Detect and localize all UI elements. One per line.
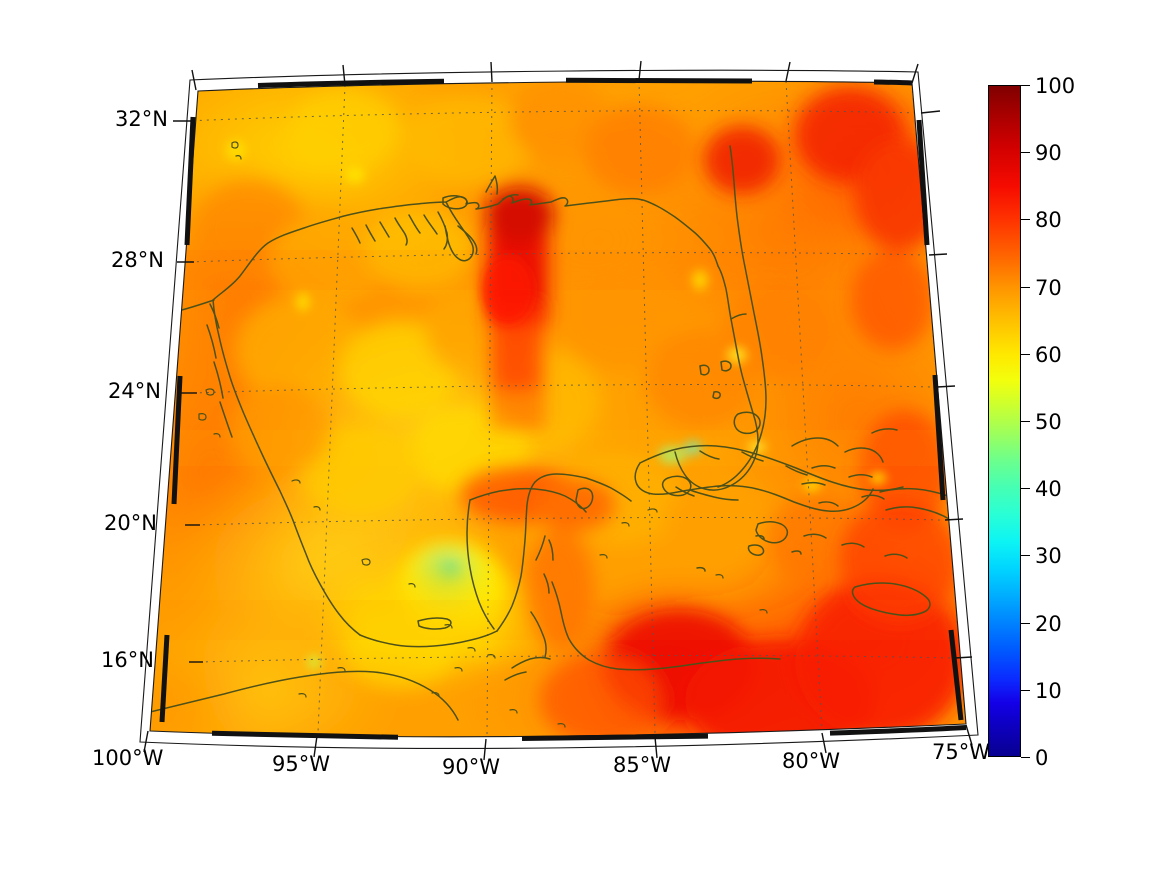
lon-label-100W: 100°W xyxy=(92,746,164,770)
colorbar-tick-80 xyxy=(1021,219,1030,220)
colorbar-tick-40 xyxy=(1021,488,1030,489)
colorbar-label-30: 30 xyxy=(1035,544,1062,568)
lat-label-32N: 32°N xyxy=(115,107,168,131)
graticule xyxy=(150,81,966,736)
lat-label-24N: 24°N xyxy=(108,379,161,403)
lon-label-90W: 90°W xyxy=(442,755,500,779)
colorbar[interactable] xyxy=(988,85,1021,757)
colorbar-label-0: 0 xyxy=(1035,746,1049,770)
colorbar-tick-100 xyxy=(1021,85,1030,86)
colorbar-label-100: 100 xyxy=(1035,74,1076,98)
colorbar-label-40: 40 xyxy=(1035,477,1062,501)
lon-label-80W: 80°W xyxy=(782,749,840,773)
colorbar-tick-60 xyxy=(1021,354,1030,355)
lon-label-75W: 75°W xyxy=(932,740,990,764)
coastlines xyxy=(150,141,966,728)
colorbar-tick-20 xyxy=(1021,623,1030,624)
colorbar-tick-90 xyxy=(1021,152,1030,153)
lat-label-16N: 16°N xyxy=(101,648,154,672)
colorbar-tick-70 xyxy=(1021,287,1030,288)
colorbar-tick-50 xyxy=(1021,421,1030,422)
colorbar-label-60: 60 xyxy=(1035,343,1062,367)
colorbar-label-20: 20 xyxy=(1035,612,1062,636)
lat-label-28N: 28°N xyxy=(111,248,164,272)
heatmap-field xyxy=(150,81,966,737)
colorbar-label-10: 10 xyxy=(1035,679,1062,703)
lon-label-95W: 95°W xyxy=(272,752,330,776)
map-frame xyxy=(139,60,979,761)
colorbar-label-90: 90 xyxy=(1035,141,1062,165)
colorbar-tick-10 xyxy=(1021,690,1030,691)
colorbar-label-70: 70 xyxy=(1035,276,1062,300)
colorbar-tick-30 xyxy=(1021,555,1030,556)
lon-label-85W: 85°W xyxy=(613,753,671,777)
colorbar-label-50: 50 xyxy=(1035,410,1062,434)
colorbar-tick-0 xyxy=(1021,757,1030,758)
colorbar-label-80: 80 xyxy=(1035,208,1062,232)
lat-label-20N: 20°N xyxy=(104,511,157,535)
